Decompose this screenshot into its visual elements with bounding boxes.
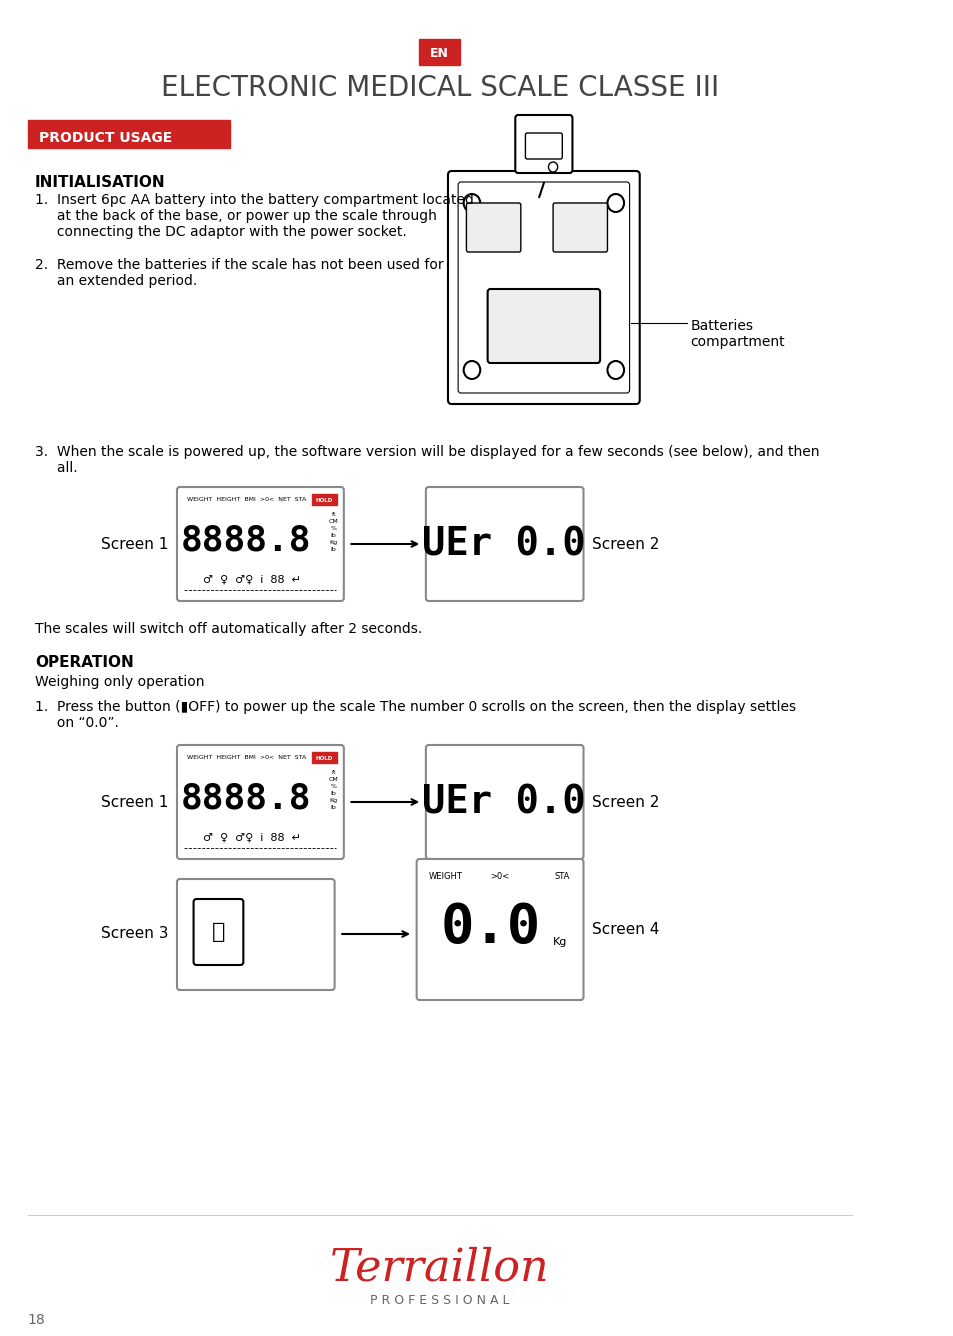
FancyBboxPatch shape: [425, 488, 583, 601]
FancyBboxPatch shape: [177, 488, 343, 601]
Circle shape: [607, 361, 623, 379]
Text: 3.  When the scale is powered up, the software version will be displayed for a f: 3. When the scale is powered up, the sof…: [35, 445, 819, 476]
Text: The scales will switch off automatically after 2 seconds.: The scales will switch off automatically…: [35, 623, 422, 636]
Text: STA: STA: [554, 872, 569, 880]
Text: Weighing only operation: Weighing only operation: [35, 675, 204, 689]
FancyBboxPatch shape: [457, 182, 629, 393]
Text: ♂  ♀  ♂♀  i  88  ↵: ♂ ♀ ♂♀ i 88 ↵: [202, 834, 300, 843]
Text: Screen 1: Screen 1: [101, 795, 169, 810]
Text: ELECTRONIC MEDICAL SCALE CLASSE III: ELECTRONIC MEDICAL SCALE CLASSE III: [160, 73, 718, 102]
Text: 18: 18: [28, 1313, 46, 1327]
Text: ⬛: ⬛: [212, 922, 225, 942]
Circle shape: [463, 194, 479, 212]
Text: 8888.8: 8888.8: [181, 782, 311, 815]
Bar: [28, 120, 231, 148]
FancyBboxPatch shape: [525, 134, 561, 159]
Text: 1.  Insert 6pc AA battery into the battery compartment located
     at the back : 1. Insert 6pc AA battery into the batter…: [35, 192, 474, 239]
Text: INITIALISATION: INITIALISATION: [35, 175, 166, 190]
Text: ft
CM
%
lb
Kg
lb: ft CM % lb Kg lb: [329, 770, 338, 810]
Text: Screen 4: Screen 4: [591, 922, 659, 937]
FancyBboxPatch shape: [553, 203, 607, 253]
FancyBboxPatch shape: [193, 899, 243, 965]
FancyBboxPatch shape: [177, 745, 343, 859]
Text: WEIGHT  HEIGHT  BMI  >0<  NET  STA: WEIGHT HEIGHT BMI >0< NET STA: [187, 755, 306, 760]
Bar: [419, 39, 459, 65]
Text: HOLD: HOLD: [315, 497, 333, 502]
Text: 1.  Press the button (▮OFF) to power up the scale The number 0 scrolls on the sc: 1. Press the button (▮OFF) to power up t…: [35, 700, 796, 731]
Bar: [312, 752, 337, 763]
Text: WEIGHT  HEIGHT  BMI  >0<  NET  STA: WEIGHT HEIGHT BMI >0< NET STA: [187, 497, 306, 502]
FancyBboxPatch shape: [177, 879, 335, 990]
Text: P R O F E S S I O N A L: P R O F E S S I O N A L: [370, 1293, 509, 1307]
Circle shape: [548, 162, 558, 172]
Text: Screen 2: Screen 2: [591, 537, 659, 552]
Text: Kg: Kg: [553, 937, 567, 947]
FancyBboxPatch shape: [448, 171, 639, 403]
Text: UEr 0.0: UEr 0.0: [422, 525, 585, 562]
Bar: [312, 494, 337, 505]
Circle shape: [463, 361, 479, 379]
Text: 2.  Remove the batteries if the scale has not been used for
     an extended per: 2. Remove the batteries if the scale has…: [35, 258, 443, 289]
Text: 0.0: 0.0: [440, 900, 540, 954]
Text: WEIGHT: WEIGHT: [428, 872, 462, 880]
Text: OPERATION: OPERATION: [35, 655, 133, 669]
Text: >0<: >0<: [490, 872, 509, 880]
Text: ♂  ♀  ♂♀  i  88  ↵: ♂ ♀ ♂♀ i 88 ↵: [202, 574, 300, 585]
FancyBboxPatch shape: [487, 289, 599, 363]
FancyBboxPatch shape: [425, 745, 583, 859]
Text: UEr 0.0: UEr 0.0: [422, 783, 585, 822]
Circle shape: [528, 305, 537, 315]
Text: Terraillon: Terraillon: [330, 1246, 549, 1289]
Circle shape: [607, 194, 623, 212]
Text: PRODUCT USAGE: PRODUCT USAGE: [39, 131, 172, 146]
Text: EN: EN: [430, 47, 449, 60]
Text: ft
CM
%
lb
Kg
lb: ft CM % lb Kg lb: [329, 512, 338, 552]
FancyBboxPatch shape: [515, 115, 572, 172]
FancyBboxPatch shape: [466, 203, 520, 253]
Text: Screen 2: Screen 2: [591, 795, 659, 810]
Text: Batteries
compartment: Batteries compartment: [690, 319, 784, 349]
Text: HOLD: HOLD: [315, 755, 333, 760]
Text: 8888.8: 8888.8: [181, 522, 311, 557]
FancyBboxPatch shape: [416, 859, 583, 1001]
Text: Screen 1: Screen 1: [101, 537, 169, 552]
Text: Screen 3: Screen 3: [101, 926, 169, 942]
